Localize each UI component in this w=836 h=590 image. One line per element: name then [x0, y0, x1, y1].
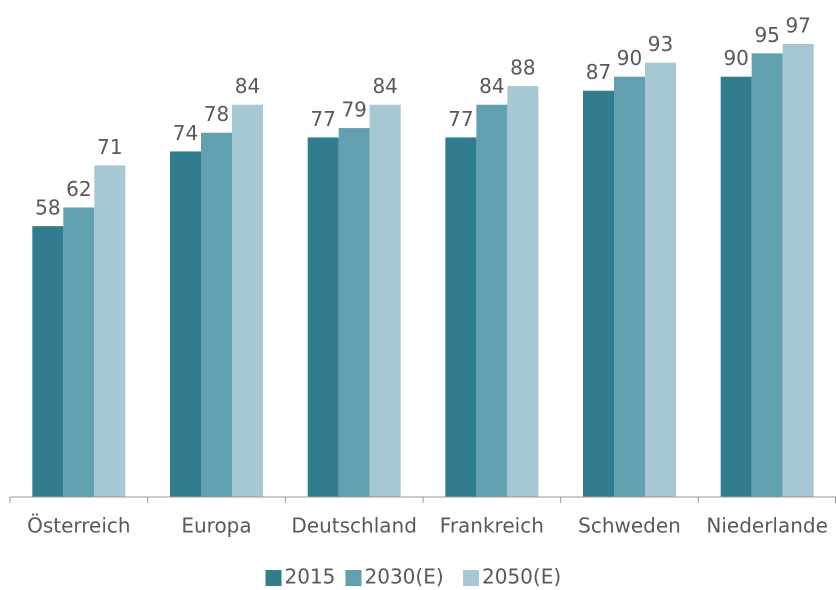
data-label: 90	[723, 46, 748, 70]
legend-swatch	[345, 570, 362, 586]
legend-label: 2030(E)	[365, 565, 444, 589]
data-label: 95	[754, 23, 779, 47]
data-label: 84	[372, 74, 397, 98]
x-tick-label: Schweden	[578, 514, 681, 538]
data-label: 88	[510, 56, 535, 80]
data-label: 62	[66, 177, 91, 201]
x-tick-label: Frankreich	[440, 514, 544, 538]
data-label: 84	[235, 74, 260, 98]
data-label: 97	[785, 14, 810, 38]
legend-label: 2050(E)	[482, 565, 561, 589]
bar	[170, 151, 201, 498]
bar	[307, 137, 339, 497]
x-tick-label: Österreich	[27, 514, 131, 538]
x-tick-label: Europa	[181, 514, 251, 538]
bar	[614, 76, 645, 497]
data-label: 90	[617, 46, 642, 70]
bar	[751, 53, 783, 497]
bar	[476, 104, 508, 497]
data-label: 58	[35, 196, 60, 220]
data-label: 87	[586, 60, 611, 84]
legend-swatch	[463, 570, 479, 586]
bar	[94, 165, 126, 497]
bar	[583, 90, 614, 498]
bar	[445, 137, 477, 497]
x-tick-label: Niederlande	[706, 514, 828, 538]
data-label: 71	[97, 135, 122, 159]
data-label: 77	[310, 107, 335, 131]
bar	[645, 62, 676, 497]
data-label: 93	[648, 32, 673, 56]
x-tick-label: Deutschland	[291, 514, 417, 538]
bar	[232, 104, 263, 497]
bar	[782, 44, 814, 497]
data-label: 84	[479, 74, 504, 98]
bar	[507, 86, 539, 497]
data-label: 79	[341, 98, 366, 122]
bar	[201, 132, 232, 498]
bar	[63, 207, 95, 497]
data-label: 77	[448, 107, 473, 131]
bar	[32, 226, 64, 497]
bar	[720, 76, 752, 497]
bar	[369, 104, 401, 497]
legend-label: 2015	[285, 565, 336, 589]
data-label: 78	[204, 102, 229, 126]
data-label: 74	[173, 121, 198, 145]
legend-swatch	[265, 570, 282, 586]
bar	[338, 128, 370, 497]
